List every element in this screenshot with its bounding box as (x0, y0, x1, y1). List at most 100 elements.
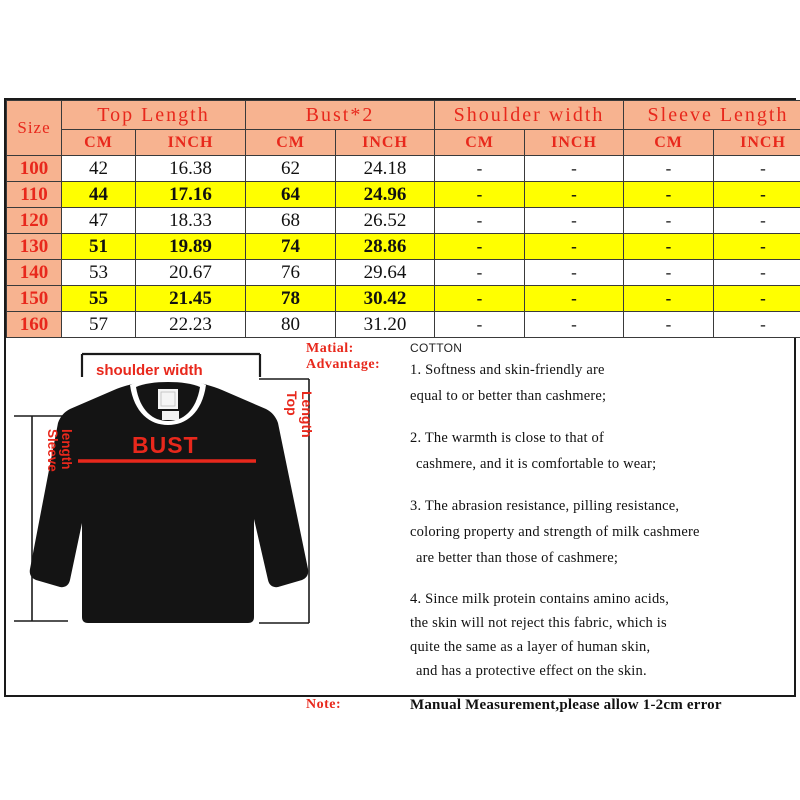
header-sleeve-length: Sleeve Length (623, 100, 800, 130)
garment-measurement-diagram: shoulder width BUST Top Length Sleeve le… (6, 333, 336, 697)
cell-value-4: - (434, 181, 526, 208)
cell-value-6: - (623, 285, 715, 312)
cell-value-2: 76 (245, 259, 337, 286)
cell-value-3: 28.86 (335, 233, 436, 260)
advantage-list: 1. Softness and skin-friendly are equal t… (410, 357, 786, 683)
cell-value-3: 29.64 (335, 259, 436, 286)
cell-value-4: - (434, 233, 526, 260)
advantage-line: cashmere, and it is comfortable to wear; (416, 456, 657, 472)
cell-value-5: - (524, 311, 625, 338)
svg-text:Length: Length (299, 391, 315, 438)
header-shoulder-width: Shoulder width (434, 100, 625, 130)
advantage-line: the skin will not reject this fabric, wh… (410, 615, 667, 631)
cell-value-6: - (623, 311, 715, 338)
cell-size: 160 (6, 311, 62, 338)
sleeve-length-label: Sleeve length (45, 429, 74, 472)
cell-value-6: - (623, 155, 715, 182)
svg-text:Sleeve: Sleeve (45, 429, 60, 472)
advantage-line: 1. Softness and skin-friendly are (410, 362, 605, 378)
note-row: Note: Manual Measurement,please allow 1-… (306, 697, 786, 714)
shoulder-width-label: shoulder width (96, 362, 203, 379)
table-row: 160 57 22.23 80 31.20- - - - (6, 311, 800, 338)
cell-value-1: 21.45 (134, 285, 247, 312)
advantage-line: equal to or better than cashmere; (410, 388, 607, 404)
cell-value-4: - (434, 285, 526, 312)
cell-value-5: - (524, 155, 625, 182)
header-top-length: Top Length (60, 100, 247, 130)
cell-size: 130 (6, 233, 62, 260)
cell-value-0: 53 (61, 259, 136, 286)
cell-value-4: - (434, 311, 526, 338)
table-row: 100 42 16.38 62 24.18- - - - (6, 155, 800, 182)
table-row: 140 53 20.67 76 29.64- - - - (6, 259, 800, 286)
cell-value-5: - (524, 285, 625, 312)
cell-value-6: - (623, 233, 715, 260)
top-length-label: Top Length (284, 391, 315, 438)
cell-value-2: 78 (245, 285, 337, 312)
cell-value-3: 26.52 (335, 207, 436, 234)
cell-value-6: - (623, 207, 715, 234)
unit-shoulder-inch: INCH (524, 129, 625, 156)
cell-value-0: 55 (61, 285, 136, 312)
size-chart-container: Size Top Length Bust*2 Shoulder width Sl… (4, 98, 800, 713)
advantage-line: 3. The abrasion resistance, pilling resi… (410, 498, 680, 514)
cell-value-2: 68 (245, 207, 337, 234)
advantage-item: 2. The warmth is close to that of cashme… (410, 425, 786, 477)
unit-sleeve-inch: INCH (713, 129, 800, 156)
cell-value-5: - (524, 181, 625, 208)
cell-value-2: 62 (245, 155, 337, 182)
cell-value-7: - (713, 181, 800, 208)
cell-value-7: - (713, 155, 800, 182)
cell-value-0: 44 (61, 181, 136, 208)
cell-value-0: 47 (61, 207, 136, 234)
unit-top-length-cm: CM (61, 129, 136, 156)
cell-value-3: 31.20 (335, 311, 436, 338)
advantage-line: are better than those of cashmere; (416, 550, 619, 566)
cell-size: 100 (6, 155, 62, 182)
header-size: Size (6, 100, 62, 156)
tshirt-illustration (29, 379, 309, 623)
table-row: 120 47 18.33 68 26.52- - - - (6, 207, 800, 234)
table-row: 150 55 21.45 78 30.42- - - - (6, 285, 800, 312)
svg-text:length: length (59, 429, 74, 470)
advantage-item: 3. The abrasion resistance, pilling resi… (410, 493, 786, 571)
cell-value-7: - (713, 285, 800, 312)
cell-value-7: - (713, 207, 800, 234)
advantage-row: Advantage: 1. Softness and skin-friendly… (306, 357, 786, 683)
advantage-line: 2. The warmth is close to that of (410, 430, 604, 446)
advantage-line: 4. Since milk protein contains amino aci… (410, 591, 670, 607)
unit-shoulder-cm: CM (434, 129, 526, 156)
lower-panel: shoulder width BUST Top Length Sleeve le… (6, 333, 794, 713)
bust-label: BUST (132, 432, 199, 458)
cell-value-1: 20.67 (134, 259, 247, 286)
unit-top-length-inch: INCH (134, 129, 247, 156)
header-bust: Bust*2 (245, 100, 436, 130)
shoulder-width-bracket (80, 352, 262, 377)
cell-size: 120 (6, 207, 62, 234)
advantage-item: 1. Softness and skin-friendly are equal t… (410, 357, 786, 409)
cell-value-7: - (713, 311, 800, 338)
cell-value-6: - (623, 181, 715, 208)
sleeve-length-bracket (14, 415, 68, 622)
cell-value-1: 19.89 (134, 233, 247, 260)
unit-bust-cm: CM (245, 129, 337, 156)
advantage-line: and has a protective effect on the skin. (416, 663, 647, 679)
cell-size: 110 (6, 181, 62, 208)
table-row: 130 51 19.89 74 28.86- - - - (6, 233, 800, 260)
material-row: Matial: COTTON (306, 341, 786, 356)
cell-size: 150 (6, 285, 62, 312)
product-info-block: Matial: COTTON Advantage: 1. Softness an… (306, 341, 786, 716)
cell-value-5: - (524, 259, 625, 286)
cell-value-1: 16.38 (134, 155, 247, 182)
size-table-body: 100 42 16.38 62 24.18- - - -110 44 17.16 64 24.96- -… (6, 155, 800, 338)
advantage-item: 4. Since milk protein contains amino aci… (410, 587, 786, 683)
advantage-line: coloring property and strength of milk c… (410, 524, 700, 540)
top-length-bracket (259, 378, 310, 624)
cell-value-5: - (524, 207, 625, 234)
cell-value-0: 42 (61, 155, 136, 182)
cell-value-0: 51 (61, 233, 136, 260)
cell-value-5: - (524, 233, 625, 260)
cell-value-3: 24.96 (335, 181, 436, 208)
advantage-label: Advantage: (306, 357, 381, 372)
cell-value-2: 74 (245, 233, 337, 260)
